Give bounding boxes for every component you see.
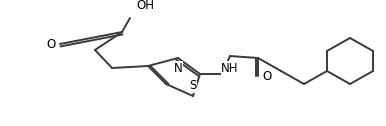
Text: N: N — [174, 62, 182, 75]
Text: O: O — [262, 70, 271, 83]
Text: OH: OH — [136, 0, 154, 12]
Text: O: O — [47, 38, 56, 51]
Text: NH: NH — [221, 62, 239, 75]
Text: S: S — [189, 79, 197, 92]
